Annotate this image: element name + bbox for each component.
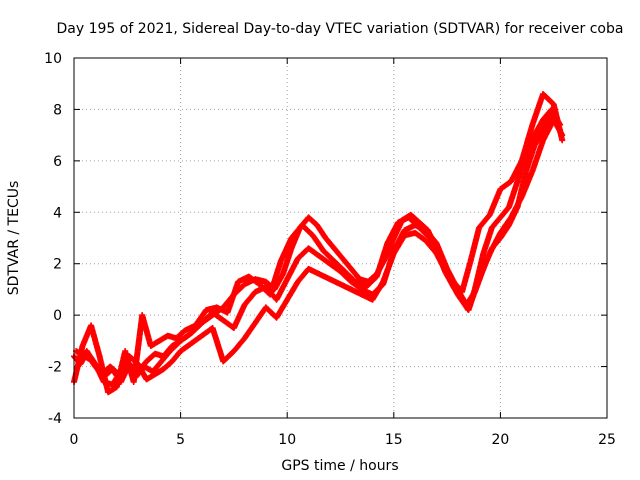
data-point — [559, 137, 566, 144]
y-tick-label: 2 — [53, 257, 62, 273]
series-trace-d — [71, 91, 566, 396]
x-tick-label: 20 — [491, 432, 509, 448]
x-tick-label: 5 — [176, 432, 185, 448]
data-points — [71, 91, 566, 396]
x-tick-label: 25 — [598, 432, 616, 448]
y-tick-label: 6 — [53, 154, 62, 170]
y-tick-label: 4 — [53, 205, 62, 221]
y-tick-label: 0 — [53, 308, 62, 324]
series-trace-c — [75, 116, 566, 388]
x-tick-label: 0 — [70, 432, 79, 448]
x-tick-label: 10 — [278, 432, 296, 448]
x-axis-ticks: 0 5 10 15 20 25 — [70, 58, 616, 448]
y-axis-label: SDTVAR / TECUs — [6, 181, 22, 296]
y-tick-label: -4 — [48, 411, 62, 427]
y-tick-label: -2 — [48, 360, 62, 376]
x-tick-label: 15 — [385, 432, 403, 448]
plot-frame — [73, 57, 608, 419]
grid-lines — [74, 58, 607, 418]
y-tick-label: 10 — [44, 51, 62, 67]
chart-title: Day 195 of 2021, Sidereal Day-to-day VTE… — [57, 21, 624, 37]
y-axis-ticks: -4 -2 0 2 4 6 8 10 — [44, 51, 607, 427]
y-tick-label: 8 — [53, 102, 62, 118]
x-axis-label: GPS time / hours — [281, 458, 398, 474]
